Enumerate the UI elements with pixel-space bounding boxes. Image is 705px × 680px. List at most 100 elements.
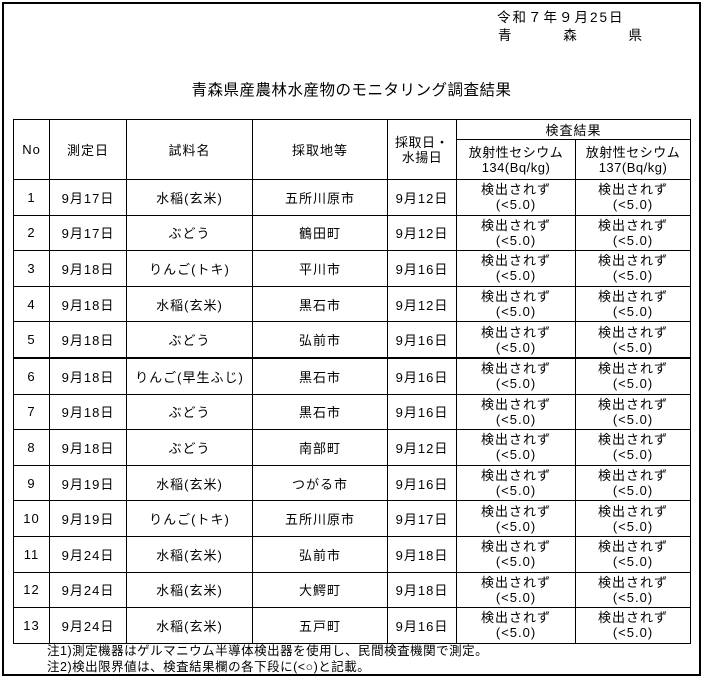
cell-no: 11 bbox=[13, 535, 50, 573]
cs137-result-text: 検出されず bbox=[597, 503, 668, 519]
cell-sampling-place: 弘前市 bbox=[252, 535, 388, 573]
cell-sample-name: ぶどう bbox=[126, 393, 253, 431]
cs137-limit-text: (<5.0) bbox=[612, 554, 654, 570]
cs134-result-text: 検出されず bbox=[480, 361, 551, 377]
cell-measurement-date: 9月17日 bbox=[49, 179, 127, 216]
cs134-result-text: 検出されず bbox=[480, 432, 551, 448]
cell-sampling-place: 五戸町 bbox=[252, 607, 388, 644]
cs137-result-text: 検出されず bbox=[597, 574, 668, 590]
cs137-limit-text: (<5.0) bbox=[612, 589, 654, 605]
page-title: 青森県産農林水産物のモニタリング調査結果 bbox=[191, 82, 512, 99]
cell-sampling-place: 五所川原市 bbox=[252, 179, 388, 216]
cs137-result-text: 検出されず bbox=[597, 432, 668, 448]
cell-sample-name: 水稲(玄米) bbox=[126, 571, 253, 609]
cs134-limit-text: (<5.0) bbox=[495, 554, 537, 570]
cs137-limit-text: (<5.0) bbox=[612, 304, 654, 320]
table-row: 9 9月19日 水稲(玄米) つがる市 9月16日 検出されず (<5.0) 検… bbox=[13, 464, 691, 502]
cs134-limit-text: (<5.0) bbox=[495, 197, 537, 213]
table-row: 12 9月24日 水稲(玄米) 大鰐町 9月18日 検出されず (<5.0) 検… bbox=[13, 571, 691, 609]
cell-cs137-result: 検出されず (<5.0) bbox=[575, 393, 691, 431]
cell-no: 8 bbox=[13, 429, 50, 466]
table-row: 2 9月17日 ぶどう 鶴田町 9月12日 検出されず (<5.0) 検出されず… bbox=[13, 214, 691, 252]
cs134-limit-text: (<5.0) bbox=[495, 304, 537, 320]
cs134-result-text: 検出されず bbox=[480, 289, 551, 305]
cell-cs137-result: 検出されず (<5.0) bbox=[575, 607, 691, 644]
cs137-result-text: 検出されず bbox=[597, 324, 668, 340]
cs134-limit-text: (<5.0) bbox=[495, 483, 537, 499]
cell-cs137-result: 検出されず (<5.0) bbox=[575, 464, 691, 502]
cell-cs137-result: 検出されず (<5.0) bbox=[575, 571, 691, 609]
cell-measurement-date: 9月24日 bbox=[49, 571, 127, 609]
cell-measurement-date: 9月19日 bbox=[49, 500, 127, 537]
cell-measurement-date: 9月18日 bbox=[49, 250, 127, 287]
cs137-result-text: 検出されず bbox=[597, 396, 668, 412]
cs137-limit-text: (<5.0) bbox=[612, 197, 654, 213]
table-row: 3 9月18日 りんご(トキ) 平川市 9月16日 検出されず (<5.0) 検… bbox=[13, 250, 691, 287]
cell-cs137-result: 検出されず (<5.0) bbox=[575, 500, 691, 537]
cell-sample-name: りんご(早生ふじ) bbox=[126, 357, 253, 395]
cs134-limit-text: (<5.0) bbox=[495, 339, 537, 355]
cs137-result-text: 検出されず bbox=[597, 539, 668, 555]
cell-no: 12 bbox=[13, 571, 50, 609]
cell-no: 7 bbox=[13, 393, 50, 431]
cell-sample-name: ぶどう bbox=[126, 429, 253, 466]
cell-sampling-place: 南部町 bbox=[252, 429, 388, 466]
cs137-limit-text: (<5.0) bbox=[612, 268, 654, 284]
cell-cs134-result: 検出されず (<5.0) bbox=[456, 321, 576, 359]
cs137-result-text: 検出されず bbox=[597, 253, 668, 269]
cell-sampling-place: 大鰐町 bbox=[252, 571, 388, 609]
cell-sampling-place: 黒石市 bbox=[252, 285, 388, 323]
cell-sampling-date: 9月18日 bbox=[387, 535, 457, 573]
cell-cs134-result: 検出されず (<5.0) bbox=[456, 250, 576, 287]
cs137-limit-text: (<5.0) bbox=[612, 411, 654, 427]
cs134-result-text: 検出されず bbox=[480, 396, 551, 412]
issuer-name: 青 森 県 bbox=[497, 27, 645, 45]
cell-cs137-result: 検出されず (<5.0) bbox=[575, 357, 691, 395]
monitoring-results-table: No 測定日 試料名 採取地等 採取日・ 水揚日 検査結果 放射性セシウム 13… bbox=[13, 119, 691, 644]
col-header-measurement-date: 測定日 bbox=[49, 119, 127, 180]
cell-cs137-result: 検出されず (<5.0) bbox=[575, 535, 691, 573]
cell-cs134-result: 検出されず (<5.0) bbox=[456, 357, 576, 395]
footnotes: 注1)測定機器はゲルマニウム半導体検出器を使用し、民間検査機関で測定。 注2)検… bbox=[47, 644, 488, 675]
cell-cs134-result: 検出されず (<5.0) bbox=[456, 285, 576, 323]
col-header-cs134-line1: 放射性セシウム bbox=[468, 144, 564, 160]
col-header-cs137-line1: 放射性セシウム bbox=[585, 144, 681, 160]
cell-sampling-place: 弘前市 bbox=[252, 321, 388, 359]
cell-sampling-date: 9月12日 bbox=[387, 285, 457, 323]
cell-sampling-date: 9月12日 bbox=[387, 429, 457, 466]
table-row: 11 9月24日 水稲(玄米) 弘前市 9月18日 検出されず (<5.0) 検… bbox=[13, 535, 691, 573]
cell-no: 13 bbox=[13, 607, 50, 644]
cs134-limit-text: (<5.0) bbox=[495, 447, 537, 463]
col-header-sampling-date: 採取日・ 水揚日 bbox=[387, 119, 457, 180]
cell-cs137-result: 検出されず (<5.0) bbox=[575, 250, 691, 287]
col-header-sampling-date-line1: 採取日・ bbox=[394, 134, 449, 150]
cs134-result-text: 検出されず bbox=[480, 539, 551, 555]
cell-no: 9 bbox=[13, 464, 50, 502]
cell-no: 1 bbox=[13, 179, 50, 216]
cs137-limit-text: (<5.0) bbox=[612, 339, 654, 355]
cs137-limit-text: (<5.0) bbox=[612, 483, 654, 499]
cell-cs134-result: 検出されず (<5.0) bbox=[456, 571, 576, 609]
col-header-sample-name: 試料名 bbox=[126, 119, 253, 180]
issuer-char: 県 bbox=[628, 28, 643, 43]
cell-cs137-result: 検出されず (<5.0) bbox=[575, 429, 691, 466]
cell-measurement-date: 9月24日 bbox=[49, 535, 127, 573]
col-header-cs134-line2: 134(Bq/kg) bbox=[481, 159, 551, 175]
cs137-result-text: 検出されず bbox=[597, 468, 668, 484]
cell-sampling-place: 鶴田町 bbox=[252, 214, 388, 252]
cs137-limit-text: (<5.0) bbox=[612, 376, 654, 392]
issuer-char: 青 bbox=[498, 28, 512, 43]
col-header-cs137-line2: 137(Bq/kg) bbox=[598, 159, 668, 175]
cell-sample-name: ぶどう bbox=[126, 321, 253, 359]
cell-sampling-place: 平川市 bbox=[252, 250, 388, 287]
cs134-limit-text: (<5.0) bbox=[495, 268, 537, 284]
cell-cs134-result: 検出されず (<5.0) bbox=[456, 214, 576, 252]
cs134-result-text: 検出されず bbox=[480, 468, 551, 484]
cell-cs137-result: 検出されず (<5.0) bbox=[575, 321, 691, 359]
cell-cs137-result: 検出されず (<5.0) bbox=[575, 179, 691, 216]
cs134-result-text: 検出されず bbox=[480, 217, 551, 233]
col-header-cs134: 放射性セシウム 134(Bq/kg) bbox=[456, 139, 576, 180]
cell-cs134-result: 検出されず (<5.0) bbox=[456, 464, 576, 502]
cs137-result-text: 検出されず bbox=[597, 610, 668, 626]
cell-sampling-date: 9月16日 bbox=[387, 321, 457, 359]
